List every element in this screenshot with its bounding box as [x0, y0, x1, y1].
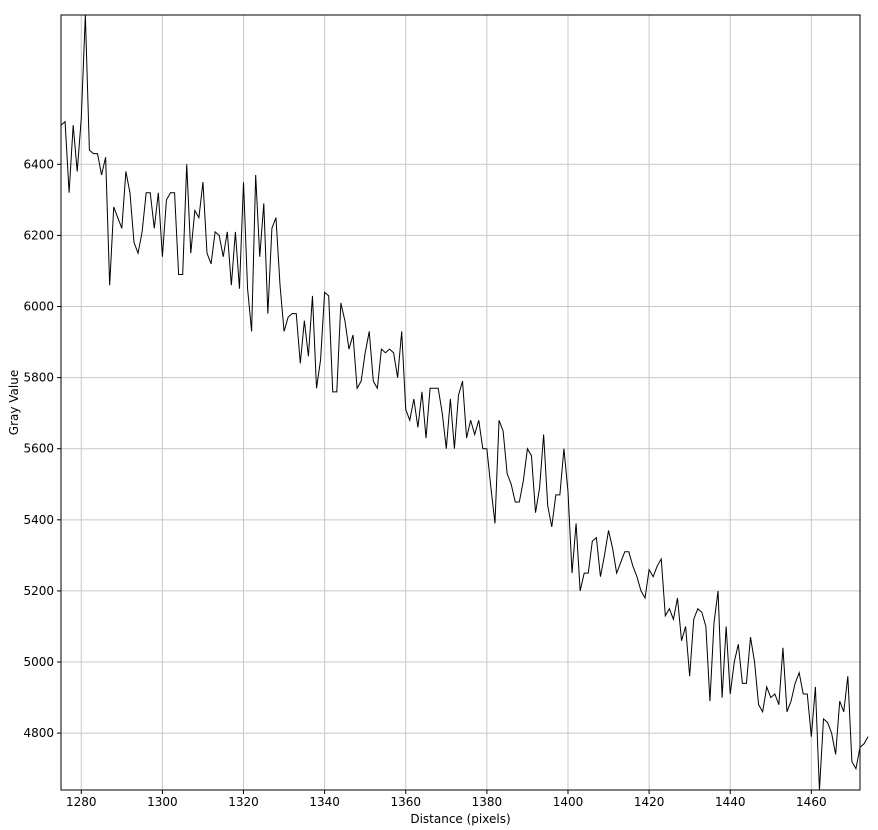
y-gridlines [61, 163, 860, 734]
x-axis-ticks: 1280 1300 1320 1340 1360 1380 1400 1420 1440 1460 [66, 790, 827, 809]
y-axis-ticks: 4800 5000 5200 5400 5600 5800 6000 6200 6400 [23, 157, 61, 740]
x-tick-label: 1420 [634, 795, 665, 809]
x-tick-label: 1400 [553, 795, 584, 809]
x-tick-label: 1380 [472, 795, 503, 809]
x-tick-label: 1340 [309, 795, 340, 809]
y-tick-label: 6400 [23, 157, 54, 171]
y-tick-label: 5200 [23, 584, 54, 598]
y-tick-label: 5000 [23, 655, 54, 669]
series-line [60, 14, 869, 791]
y-tick-label: 6000 [23, 300, 54, 314]
x-tick-label: 1440 [715, 795, 746, 809]
x-tick-label: 1360 [390, 795, 421, 809]
x-tick-label: 1280 [66, 795, 97, 809]
x-tick-label: 1300 [147, 795, 178, 809]
y-axis-label: Gray Value [7, 370, 21, 435]
y-tick-label: 5800 [23, 371, 54, 385]
x-axis-label: Distance (pixels) [410, 812, 510, 826]
y-tick-label: 6200 [23, 228, 54, 242]
x-tick-label: 1320 [228, 795, 259, 809]
y-tick-label: 4800 [23, 726, 54, 740]
x-gridlines [80, 15, 812, 790]
data-series [60, 14, 869, 791]
x-tick-label: 1460 [796, 795, 827, 809]
y-tick-label: 5600 [23, 442, 54, 456]
plot-frame [60, 14, 861, 791]
y-tick-label: 5400 [23, 513, 54, 527]
